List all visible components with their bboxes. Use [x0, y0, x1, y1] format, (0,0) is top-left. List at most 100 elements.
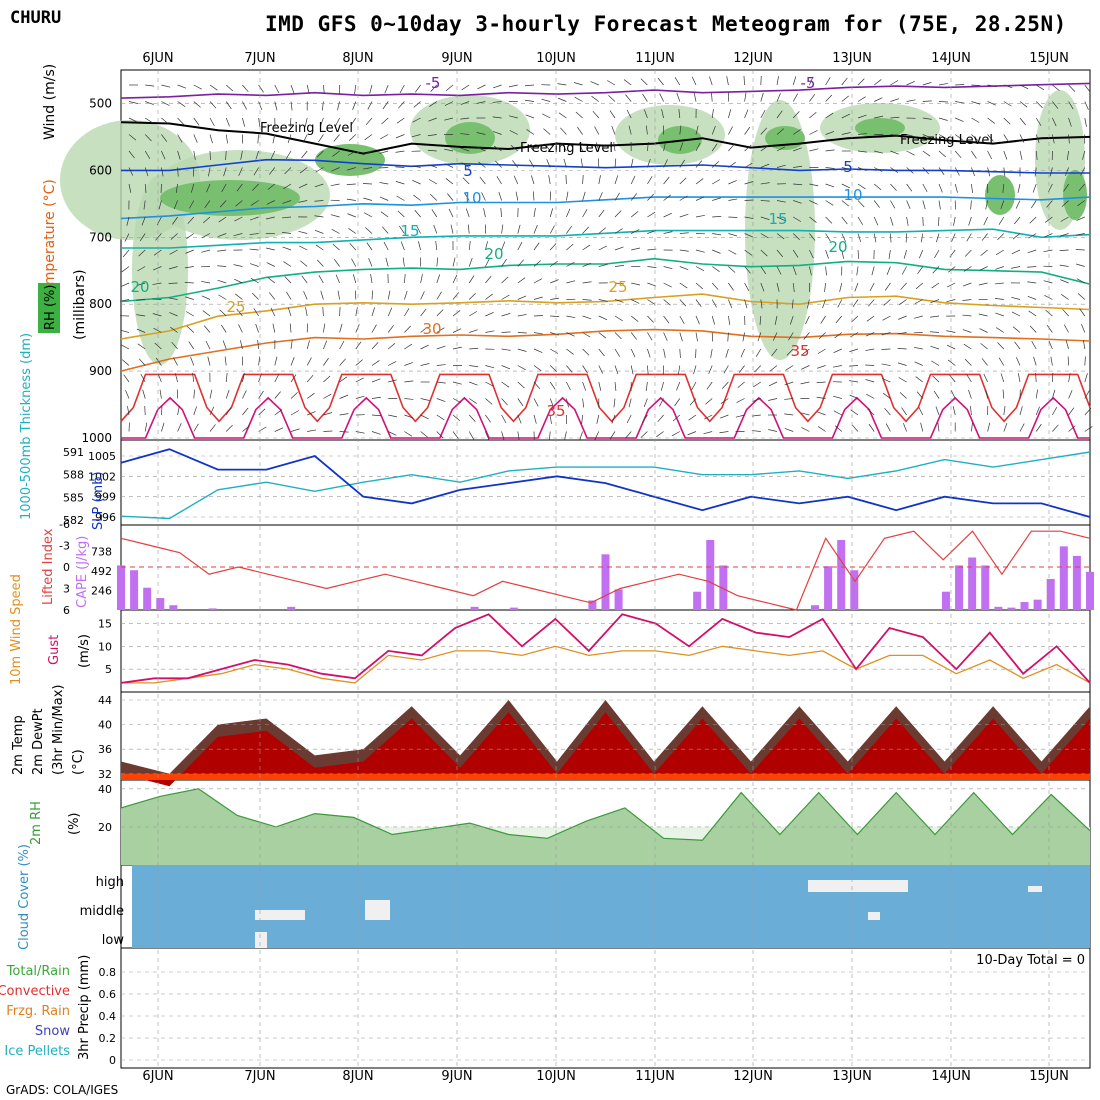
wind-barb [404, 290, 408, 300]
wind-barb [784, 413, 794, 416]
freezing-level-label: Freezing Level [520, 141, 613, 156]
wind-barb [428, 179, 437, 185]
wind-barb [145, 117, 153, 124]
isotherm-line [121, 228, 1091, 249]
wind-barb [388, 379, 398, 383]
wind-barb [323, 340, 328, 350]
wind-barb [841, 113, 851, 119]
wind-barb [517, 259, 524, 267]
wind-barb [987, 422, 991, 432]
wind-barb [1052, 389, 1056, 399]
wind-barb [922, 82, 932, 86]
wind-barb [839, 282, 843, 292]
contour-label: 35 [790, 342, 809, 360]
contour-label: -5 [426, 74, 441, 92]
wind-barb [883, 299, 891, 306]
contour-label: 10 [462, 189, 481, 207]
rh-dark-blob [160, 180, 300, 216]
wind-barb [1016, 357, 1021, 366]
wind-barb [789, 315, 794, 325]
wind-barb [899, 392, 907, 399]
wind-barb [852, 299, 859, 308]
wind-barb [793, 129, 801, 135]
wind-barb [954, 183, 958, 193]
wind-barb [485, 381, 494, 387]
wind-barb [728, 126, 733, 135]
wind-barb [890, 134, 900, 137]
wind-barb [712, 216, 722, 218]
wind-barb [913, 346, 923, 350]
wind-barb [647, 193, 655, 201]
wind-barb [314, 229, 324, 234]
wind-barb [712, 233, 722, 236]
wind-barb [1068, 425, 1076, 432]
wind-barb [1065, 340, 1069, 350]
wind-barb [121, 359, 130, 366]
wind-barb [125, 390, 130, 399]
wind-barb [1068, 373, 1071, 383]
wind-barb [596, 414, 600, 424]
li-axis-label: Lifted Index [41, 528, 56, 605]
wind-barb [468, 414, 476, 422]
wind-barb [962, 314, 972, 317]
wind-barb [128, 150, 135, 159]
wind-barb [225, 407, 232, 416]
slp-axis-label: SLP (mb) [91, 471, 106, 530]
wind-barb [510, 144, 519, 152]
wind-barb [436, 291, 442, 300]
wind-barb [774, 315, 778, 325]
wind-barb [723, 365, 729, 374]
wind-barb [349, 243, 357, 251]
wind-barb [933, 390, 940, 399]
date-label-bottom: 10JUN [536, 1069, 576, 1084]
wind-barb [971, 117, 980, 123]
wind-barb [841, 132, 851, 135]
isotherm-line [120, 82, 1091, 99]
wind-barb [857, 150, 867, 153]
wind-barb [725, 348, 729, 358]
wind-barb [841, 167, 851, 170]
wind-barb [388, 414, 398, 418]
wind-barb [379, 150, 389, 154]
wind-barb [751, 414, 761, 417]
wind-barb [691, 76, 697, 86]
cape-bar [719, 565, 728, 610]
wind-barb [825, 216, 833, 224]
wind-barb [818, 332, 826, 340]
wind-barb [995, 266, 1004, 270]
wind-barb [695, 142, 701, 152]
wind-barb [801, 427, 810, 432]
wind-barb [1061, 200, 1069, 207]
wind-barb [175, 183, 178, 193]
wind-barb [906, 167, 914, 174]
temp-tick-label: 32 [98, 768, 112, 781]
wind-barb [355, 377, 364, 383]
wind-barb [882, 392, 891, 399]
wind-barb [242, 407, 249, 416]
wind-barb [720, 398, 729, 404]
wind-barb [809, 94, 816, 102]
wind-barb [217, 279, 227, 284]
wind-barb [757, 332, 762, 342]
wind-barb [257, 340, 259, 350]
wind-barb [938, 216, 940, 227]
wind-barb [890, 200, 896, 209]
wind-barb [529, 159, 535, 168]
wind-barb [948, 266, 956, 273]
wind-barb [630, 158, 634, 168]
wind-barb [1027, 266, 1037, 268]
wind-barb [544, 143, 551, 152]
contour-label: 30 [422, 320, 441, 338]
wind-barb [582, 174, 584, 185]
wind-barb [371, 342, 379, 350]
wind-barb [412, 180, 421, 185]
wind-barb [290, 410, 299, 416]
wind-barb [793, 200, 802, 204]
wind-barb [611, 125, 616, 135]
wind-barb [825, 77, 831, 86]
wind-barb [898, 377, 907, 383]
wind-barb [594, 126, 600, 135]
contour-label: 10 [843, 186, 862, 204]
wind-barb [258, 408, 266, 416]
wind-barb [549, 208, 554, 218]
